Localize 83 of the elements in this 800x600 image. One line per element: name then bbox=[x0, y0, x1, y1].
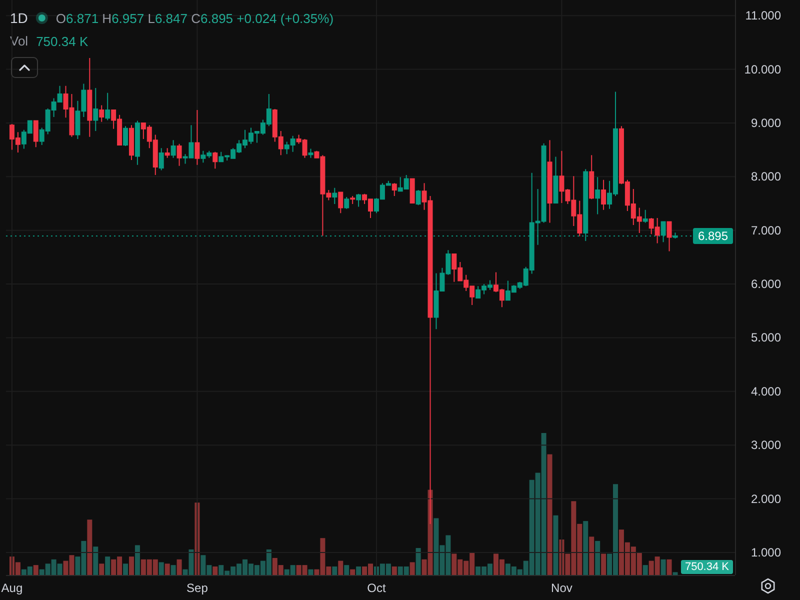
text: O6.871 H6.957 L6.847 C6.895 +0.024 (+0.35%) bbox=[56, 10, 334, 26]
chart-title: Vol bbox=[10, 34, 28, 48]
text: 1D bbox=[10, 10, 28, 26]
x-tick-label: Oct bbox=[367, 581, 386, 595]
candlestick bbox=[164, 148, 170, 158]
x-tick-label: Aug bbox=[1, 581, 23, 595]
candlestick bbox=[547, 140, 552, 224]
chart-subtitle: 750.34 K bbox=[36, 34, 88, 48]
bar bbox=[595, 540, 600, 575]
candlestick bbox=[308, 148, 314, 158]
y-tick-label: 3.000 bbox=[750, 438, 782, 452]
bar bbox=[158, 562, 164, 575]
candlestick bbox=[194, 110, 200, 166]
candlestick bbox=[158, 148, 164, 171]
candlestick bbox=[601, 179, 606, 210]
candlestick bbox=[595, 176, 600, 215]
candlestick bbox=[410, 178, 415, 204]
bar bbox=[410, 562, 415, 575]
candlestick bbox=[338, 192, 344, 214]
bar bbox=[344, 565, 350, 575]
bar bbox=[87, 520, 92, 575]
y-tick-label: 5.000 bbox=[750, 330, 782, 345]
bar bbox=[356, 566, 362, 575]
bar bbox=[33, 565, 38, 575]
bar bbox=[553, 515, 558, 575]
candlestick bbox=[589, 154, 594, 200]
bar bbox=[308, 569, 314, 575]
bar bbox=[416, 548, 421, 575]
candlestick bbox=[128, 124, 134, 160]
candlestick bbox=[332, 187, 338, 205]
candlestick bbox=[134, 120, 140, 166]
y-tick-label: 6.000 bbox=[750, 277, 782, 292]
bar bbox=[105, 556, 110, 575]
candlestick bbox=[392, 182, 397, 196]
x-tick-label: Sep bbox=[186, 581, 208, 595]
bar bbox=[128, 556, 134, 575]
bar bbox=[332, 566, 338, 575]
bar bbox=[350, 569, 356, 575]
candlestick bbox=[176, 143, 182, 166]
bar bbox=[601, 554, 606, 575]
bar bbox=[170, 565, 176, 575]
candlestick bbox=[93, 88, 98, 132]
y-tick-label: 2.000 bbox=[750, 492, 782, 506]
bar bbox=[583, 521, 588, 575]
bar bbox=[642, 565, 648, 575]
candlestick bbox=[344, 196, 350, 210]
candlestick bbox=[642, 209, 648, 224]
bar bbox=[547, 454, 552, 575]
bar bbox=[93, 546, 98, 575]
y-tick-label: 11.000 bbox=[745, 8, 782, 23]
bar bbox=[99, 564, 104, 575]
y-tick-label: 7.000 bbox=[750, 223, 782, 238]
candlestick bbox=[99, 104, 104, 122]
y-tick-label: 8.000 bbox=[750, 170, 782, 184]
candlestick bbox=[212, 151, 218, 170]
bar bbox=[123, 564, 128, 575]
x-tick-label: Nov bbox=[551, 581, 572, 595]
candlestick bbox=[170, 140, 176, 158]
candlestick bbox=[356, 193, 362, 208]
y-tick-label: 1.000 bbox=[750, 545, 782, 560]
candlestick bbox=[553, 156, 558, 204]
candlestick bbox=[123, 126, 128, 147]
bar bbox=[134, 545, 140, 575]
bar bbox=[589, 536, 594, 575]
candlestick bbox=[416, 190, 421, 206]
candlestick bbox=[33, 120, 38, 148]
candlestick bbox=[350, 195, 356, 205]
bar bbox=[164, 564, 170, 575]
bar bbox=[672, 572, 678, 575]
bar bbox=[338, 560, 344, 575]
ref-line-label: 6.895 bbox=[698, 228, 728, 243]
y-tick-label: 10.000 bbox=[744, 62, 782, 76]
bar bbox=[392, 566, 397, 575]
candlestick bbox=[666, 221, 672, 252]
bar bbox=[660, 559, 666, 575]
y-tick-label: 9.000 bbox=[750, 116, 782, 130]
bar bbox=[176, 559, 182, 575]
y-tick-label: 4.000 bbox=[750, 384, 782, 398]
bar bbox=[666, 559, 672, 575]
annotation: 750.34 K bbox=[684, 561, 730, 573]
candlestick bbox=[105, 92, 110, 121]
candlestick bbox=[87, 57, 92, 138]
bar bbox=[212, 566, 218, 575]
